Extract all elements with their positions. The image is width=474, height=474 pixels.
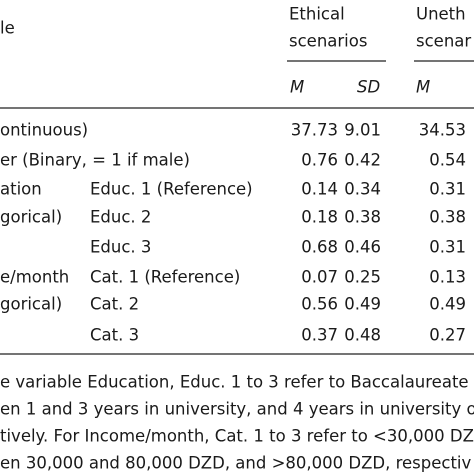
row-label: Educ. 3 bbox=[90, 238, 151, 257]
cell: 37.73 bbox=[291, 121, 338, 140]
cell: 0.46 bbox=[344, 238, 381, 257]
row-label: ontinuous) bbox=[0, 121, 88, 140]
note-line: e variable Education, Educ. 1 to 3 refer… bbox=[0, 373, 474, 392]
group-header: Ethical bbox=[289, 5, 345, 24]
row-label: Cat. 1 (Reference) bbox=[90, 268, 240, 287]
cell: 0.38 bbox=[429, 208, 466, 227]
row-label: er (Binary, = 1 if male) bbox=[0, 151, 190, 170]
stat-header: M bbox=[290, 78, 304, 97]
row-label: gorical) bbox=[0, 295, 62, 314]
cell: 0.49 bbox=[344, 295, 381, 314]
stat-header: SD bbox=[357, 78, 380, 97]
cell: 0.13 bbox=[429, 268, 466, 287]
cell: 0.34 bbox=[344, 180, 381, 199]
variable-header: le bbox=[0, 19, 15, 38]
cell: 0.18 bbox=[301, 208, 338, 227]
note-line: en 30,000 and 80,000 DZD, and >80,000 DZ… bbox=[0, 454, 472, 473]
note-line: en 1 and 3 years in university, and 4 ye… bbox=[0, 400, 474, 419]
row-label: Educ. 2 bbox=[90, 208, 151, 227]
cell: 0.31 bbox=[429, 238, 466, 257]
row-label: Cat. 2 bbox=[90, 295, 139, 314]
cell: 0.27 bbox=[429, 326, 466, 345]
cell: 0.49 bbox=[429, 295, 466, 314]
note-line: tively. For Income/month, Cat. 1 to 3 re… bbox=[0, 427, 474, 446]
cell: 0.48 bbox=[344, 326, 381, 345]
cell: 0.54 bbox=[429, 151, 466, 170]
group-header: scenarios bbox=[289, 32, 367, 51]
cell: 0.31 bbox=[429, 180, 466, 199]
cell: 34.53 bbox=[419, 121, 466, 140]
row-label: gorical) bbox=[0, 208, 62, 227]
group-header: Uneth bbox=[416, 5, 466, 24]
cell: 0.14 bbox=[301, 180, 338, 199]
group-header: scenar bbox=[416, 32, 471, 51]
cell: 9.01 bbox=[344, 121, 381, 140]
cell: 0.25 bbox=[344, 268, 381, 287]
cell: 0.56 bbox=[301, 295, 338, 314]
cell: 0.37 bbox=[301, 326, 338, 345]
cell: 0.42 bbox=[344, 151, 381, 170]
cell: 0.76 bbox=[301, 151, 338, 170]
stat-header: M bbox=[416, 78, 430, 97]
row-label: Cat. 3 bbox=[90, 326, 139, 345]
row-label: ation bbox=[0, 180, 42, 199]
cell: 0.07 bbox=[301, 268, 338, 287]
row-label: e/month bbox=[0, 268, 69, 287]
row-label: Educ. 1 (Reference) bbox=[90, 180, 253, 199]
cell: 0.38 bbox=[344, 208, 381, 227]
cell: 0.68 bbox=[301, 238, 338, 257]
